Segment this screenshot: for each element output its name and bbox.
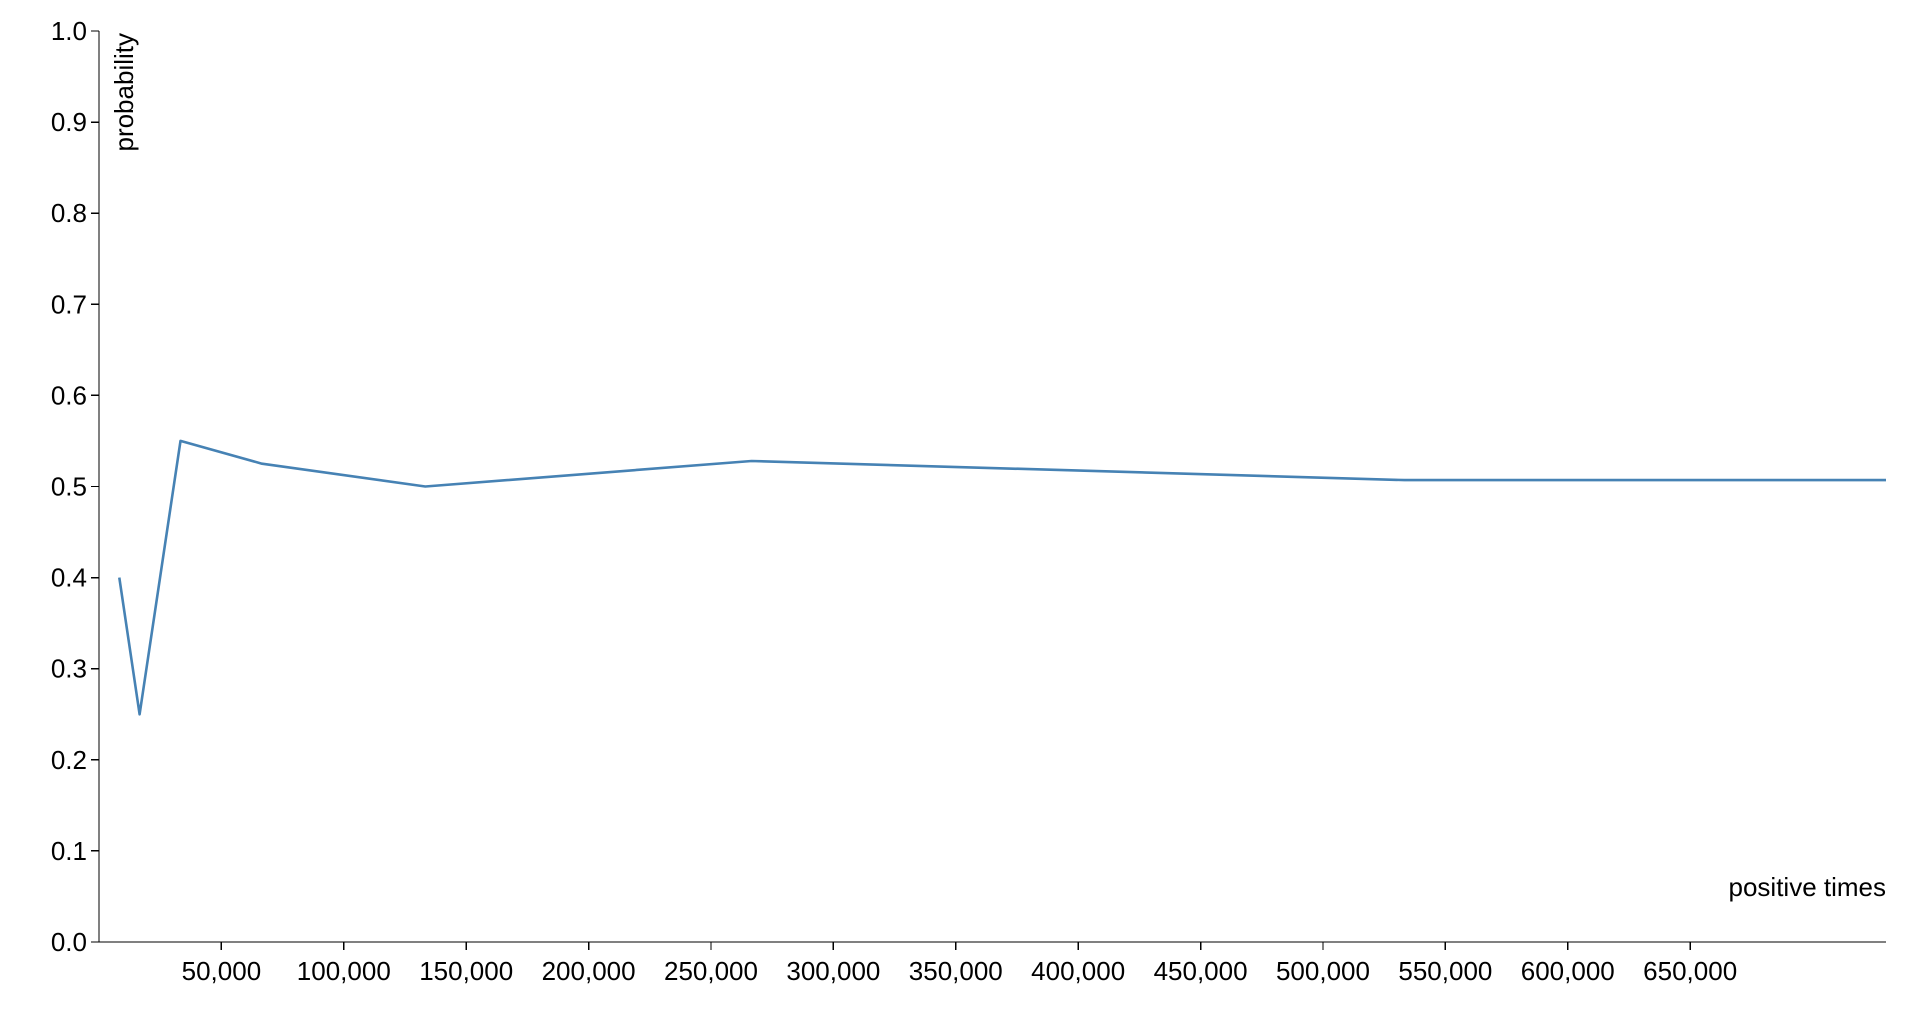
x-tick-label: 350,000	[909, 956, 1003, 986]
y-tick-label: 0.3	[51, 654, 87, 684]
y-tick-label: 0.7	[51, 289, 87, 319]
x-tick-label: 450,000	[1154, 956, 1248, 986]
x-tick-label: 150,000	[419, 956, 513, 986]
x-axis-title: positive times	[1729, 872, 1887, 902]
y-tick-label: 0.0	[51, 927, 87, 957]
y-tick-label: 0.9	[51, 107, 87, 137]
x-tick-label: 400,000	[1031, 956, 1125, 986]
y-tick-label: 0.4	[51, 563, 87, 593]
y-axis-title: probability	[109, 33, 139, 152]
series-line	[118, 439, 1886, 716]
x-tick-label: 500,000	[1276, 956, 1370, 986]
x-tick-label: 200,000	[542, 956, 636, 986]
x-tick-label: 600,000	[1521, 956, 1615, 986]
x-tick-label: 550,000	[1398, 956, 1492, 986]
x-tick-label: 100,000	[297, 956, 391, 986]
y-tick-label: 0.8	[51, 198, 87, 228]
x-tick-label: 300,000	[786, 956, 880, 986]
x-tick-label: 50,000	[182, 956, 262, 986]
y-tick-label: 0.1	[51, 836, 87, 866]
y-tick-label: 1.0	[51, 16, 87, 46]
y-tick-label: 0.2	[51, 745, 87, 775]
x-axis: 50,000 100,000 150,000 200,000 250,000 300,00…	[99, 941, 1886, 986]
x-tick-label: 650,000	[1643, 956, 1737, 986]
y-axis: 0.0 0.1 0.2 0.3 0.4 0.5 0.6 0.7 0.8 0.9 1.0	[51, 16, 100, 957]
x-tick-label: 250,000	[664, 956, 758, 986]
y-tick-label: 0.5	[51, 472, 87, 502]
y-tick-label: 0.6	[51, 380, 87, 410]
series-group	[118, 439, 1886, 716]
